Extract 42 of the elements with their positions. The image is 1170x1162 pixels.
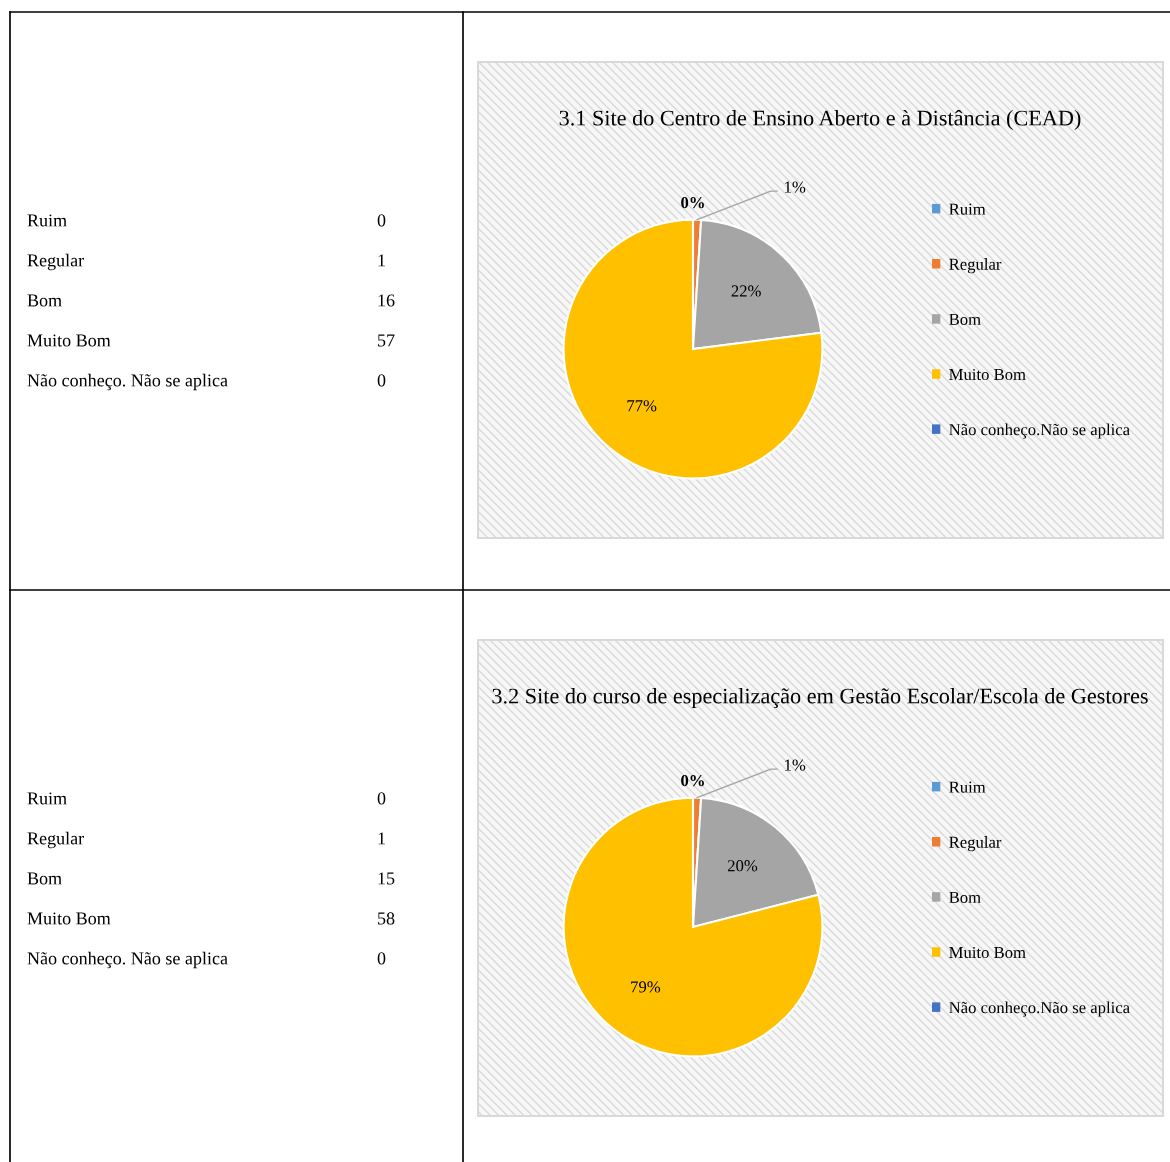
pie-slice (562, 218, 824, 480)
text: 0 (377, 374, 386, 387)
text: 0 (377, 214, 386, 227)
text: 16 (378, 294, 395, 307)
text: 15 (378, 872, 395, 885)
text: 0 (377, 952, 386, 965)
data-label: 1% (785, 759, 806, 771)
legend-label: Não conheço.Não se aplica (949, 423, 1130, 439)
legend-label: Regular (949, 836, 1002, 852)
chart-title: 3.1 Site do Centro de Ensino Aberto e à Distância (CEAD) (559, 109, 1081, 131)
legend-label: Regular (949, 258, 1002, 274)
text: Regular (27, 253, 84, 271)
legend-label: Ruim (949, 781, 986, 793)
text: Ruim (27, 792, 67, 805)
data-label: 1% (785, 181, 806, 193)
legend-label: Bom (949, 313, 981, 326)
text: Bom (27, 294, 62, 307)
text: 0 (377, 792, 386, 805)
legend-label: Muito Bom (949, 368, 1026, 381)
data-label: 77% (627, 400, 657, 412)
legend-label: Ruim (949, 203, 986, 215)
chart-title: 3.2 Site do curso de especialização em Gestão Escolar/Escola de Gestores (492, 687, 1148, 709)
text: 58 (378, 912, 395, 925)
text: 1 (378, 832, 385, 845)
text: 1 (378, 254, 385, 267)
text: 0% (681, 196, 704, 209)
text: 57 (378, 334, 395, 347)
data-label: 22% (731, 285, 761, 297)
data-label: 79% (631, 981, 661, 993)
text: Não conheço. Não se aplica (27, 373, 228, 391)
text: Ruim (27, 214, 67, 227)
legend-label: Não conheço.Não se aplica (949, 1001, 1130, 1017)
legend-label: Bom (949, 891, 981, 904)
text: Não conheço. Não se aplica (27, 951, 228, 969)
pie-slice (562, 796, 824, 1058)
text: Bom (27, 872, 62, 885)
data-label: 20% (727, 860, 758, 872)
text: 0% (681, 774, 704, 787)
legend-label: Muito Bom (949, 946, 1026, 959)
text: Regular (27, 831, 84, 849)
text: Muito Bom (27, 912, 111, 925)
text: Muito Bom (27, 334, 111, 347)
